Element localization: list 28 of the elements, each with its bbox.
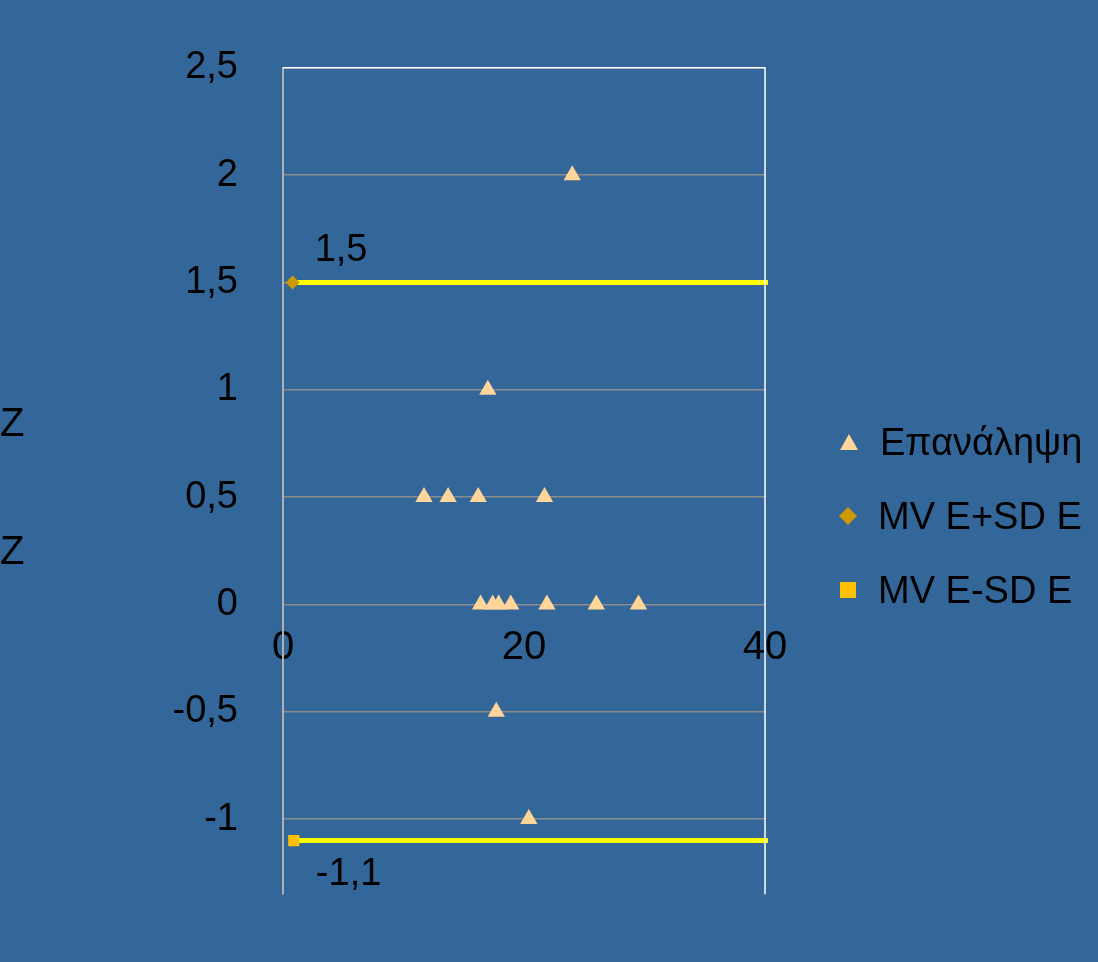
x-tick-label: 20 — [501, 623, 547, 668]
legend-label: MV E-SD E — [878, 568, 1073, 612]
point — [535, 487, 554, 503]
y-tick-label: 2 — [216, 151, 238, 194]
point — [587, 594, 605, 610]
point — [415, 487, 433, 503]
y-tick-label: 2,5 — [185, 44, 238, 87]
y-tick-label: -1 — [204, 795, 238, 838]
y-tick-label: -0,5 — [172, 688, 238, 731]
point — [520, 809, 538, 825]
y-tick-label: 0,5 — [185, 473, 238, 516]
legend-label: Επανάληψη — [880, 420, 1083, 464]
data-label: 1,5 — [314, 226, 368, 269]
point — [469, 487, 487, 503]
legend-label: MV E+SD E — [878, 494, 1082, 538]
point — [502, 594, 520, 610]
point — [487, 701, 505, 717]
y-tick-label: 1,5 — [185, 258, 238, 301]
text: Z — [0, 528, 25, 573]
text: Z — [0, 400, 25, 445]
point — [538, 594, 556, 610]
data-label: -1,1 — [315, 851, 382, 894]
point — [439, 487, 457, 503]
point — [629, 594, 648, 610]
y-tick-label: 1 — [216, 366, 238, 409]
point — [479, 379, 497, 395]
point — [563, 165, 581, 181]
y-tick-label: 0 — [216, 580, 238, 623]
